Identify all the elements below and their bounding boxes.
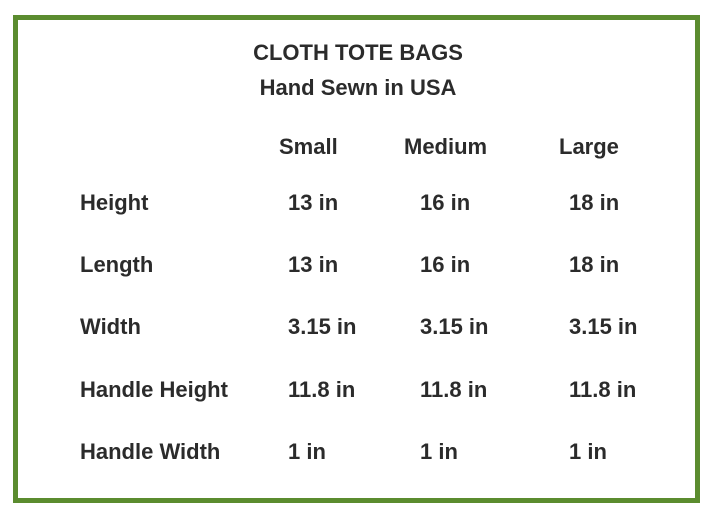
- row-label: Height: [80, 190, 149, 215]
- size-chart-frame: [13, 15, 700, 503]
- table-cell: 3.15 in: [569, 314, 638, 339]
- table-cell: 3.15 in: [288, 314, 357, 339]
- row-label: Length: [80, 252, 154, 277]
- table-cell: 3.15 in: [420, 314, 489, 339]
- column-header-large: Large: [559, 134, 619, 159]
- row-label: Handle Height: [80, 377, 228, 402]
- row-label: Width: [80, 314, 141, 339]
- table-cell: 11.8 in: [420, 377, 488, 402]
- row-label: Handle Width: [80, 439, 221, 464]
- chart-title: CLOTH TOTE BAGS: [253, 40, 463, 65]
- table-cell: 16 in: [420, 190, 471, 215]
- chart-subtitle: Hand Sewn in USA: [259, 75, 457, 100]
- table-cell: 1 in: [420, 439, 458, 464]
- table-cell: 1 in: [288, 439, 326, 464]
- table-cell: 13 in: [288, 190, 339, 215]
- table-cell: 16 in: [420, 252, 471, 277]
- table-cell: 11.8 in: [288, 377, 356, 402]
- table-cell: 18 in: [569, 252, 620, 277]
- table-cell: 13 in: [288, 252, 339, 277]
- column-header-medium: Medium: [404, 134, 488, 159]
- table-cell: 18 in: [569, 190, 620, 215]
- table-cell: 11.8 in: [569, 377, 637, 402]
- column-header-small: Small: [279, 134, 338, 159]
- table-cell: 1 in: [569, 439, 607, 464]
